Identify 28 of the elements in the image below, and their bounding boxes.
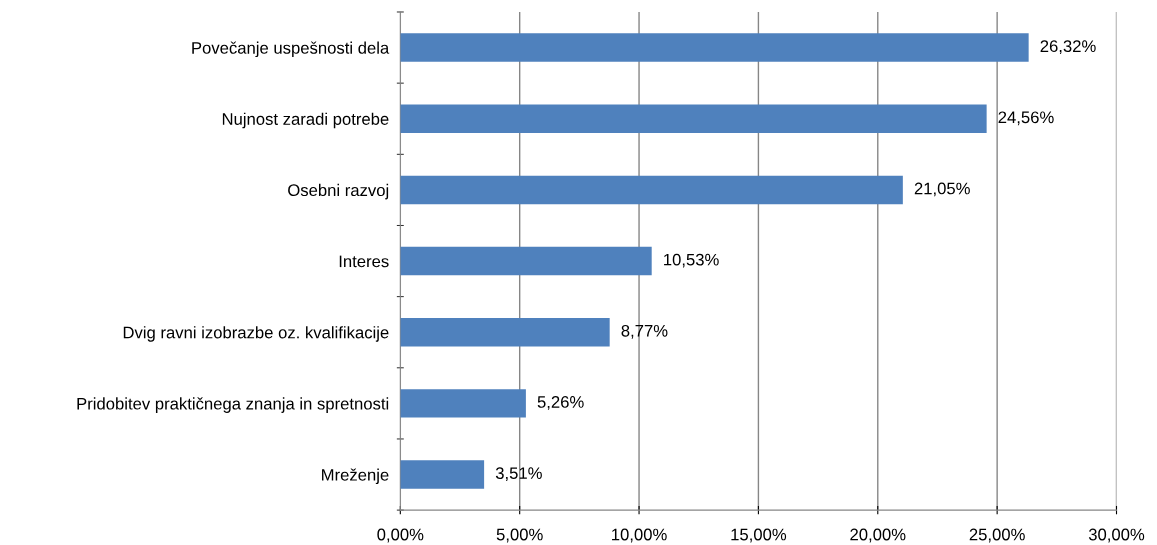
data-label: 21,05% — [914, 182, 970, 197]
bar — [400, 317, 610, 347]
x-tick-label: 0,00% — [377, 528, 424, 543]
data-label: 26,32% — [1040, 40, 1096, 55]
bar — [400, 460, 485, 489]
bar — [400, 246, 652, 276]
x-tick-label: 5,00% — [496, 528, 543, 543]
bar — [400, 389, 526, 418]
data-label: 3,51% — [495, 467, 542, 481]
y-tick-label: Interes — [339, 255, 389, 268]
data-label: 10,53% — [664, 253, 719, 268]
y-tick-label: Nujnost zaradi potrebe — [222, 112, 389, 129]
bar — [400, 33, 1029, 62]
x-tick-label: 10,00% — [612, 528, 667, 543]
data-label: 8,77% — [621, 324, 668, 339]
x-tick-label: 25,00% — [969, 528, 1025, 543]
data-label: 24,56% — [998, 111, 1054, 126]
y-tick-label: Dvig ravni izobrazbe oz. kvalifikacije — [123, 326, 389, 342]
data-label: 5,26% — [537, 396, 584, 410]
y-tick-label: Pridobitev praktičnega znanja in spretnosti — [77, 397, 389, 413]
x-tick-label: 15,00% — [731, 528, 787, 543]
x-tick-label: 30,00% — [1088, 528, 1145, 543]
x-tick-label: 20,00% — [850, 528, 906, 543]
bar — [400, 104, 987, 133]
y-tick-label: Osebni razvoj — [288, 183, 389, 200]
bar — [400, 175, 903, 205]
y-tick-label: Mreženje — [322, 468, 389, 485]
y-tick-label: Povečanje uspešnosti dela — [192, 41, 390, 58]
